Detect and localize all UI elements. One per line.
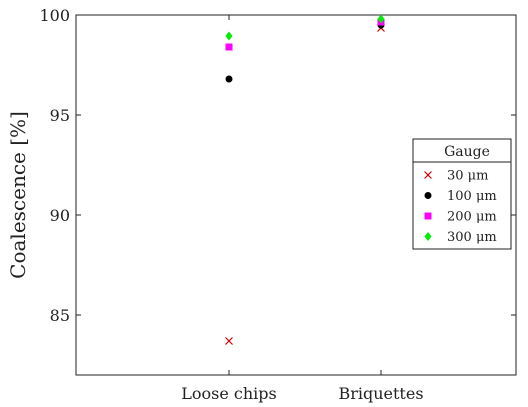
legend-label: 100 μm bbox=[447, 189, 497, 204]
data-point-200-m bbox=[225, 43, 233, 51]
legend-label: 30 μm bbox=[447, 169, 488, 184]
legend-marker bbox=[424, 212, 432, 220]
data-point-300-m bbox=[225, 31, 233, 41]
legend-marker bbox=[424, 171, 432, 179]
legend-marker bbox=[424, 232, 432, 241]
legend: Gauge 30 μm 100 μm 200 μm 300 μm bbox=[412, 138, 512, 250]
legend-label: 200 μm bbox=[447, 210, 497, 225]
data-point-100-m bbox=[225, 75, 233, 83]
data-point-30-m bbox=[225, 337, 233, 345]
axis-ticks: 85 90 95 100 Loose chips Briquettes bbox=[39, 6, 516, 403]
legend-label: 300 μm bbox=[447, 230, 497, 245]
legend-marker bbox=[424, 192, 432, 199]
y-tick-label: 95 bbox=[50, 106, 70, 125]
y-tick-label: 100 bbox=[39, 6, 70, 25]
data-marks bbox=[225, 14, 385, 345]
x-tick-label: Loose chips bbox=[181, 384, 277, 403]
y-tick-label: 85 bbox=[50, 306, 70, 325]
legend-title: Gauge bbox=[444, 144, 490, 160]
x-tick-label: Briquettes bbox=[338, 384, 423, 403]
y-axis-label: Coalescence [%] bbox=[6, 111, 30, 279]
data-point-300-m bbox=[377, 14, 385, 24]
y-tick-label: 90 bbox=[50, 206, 70, 225]
